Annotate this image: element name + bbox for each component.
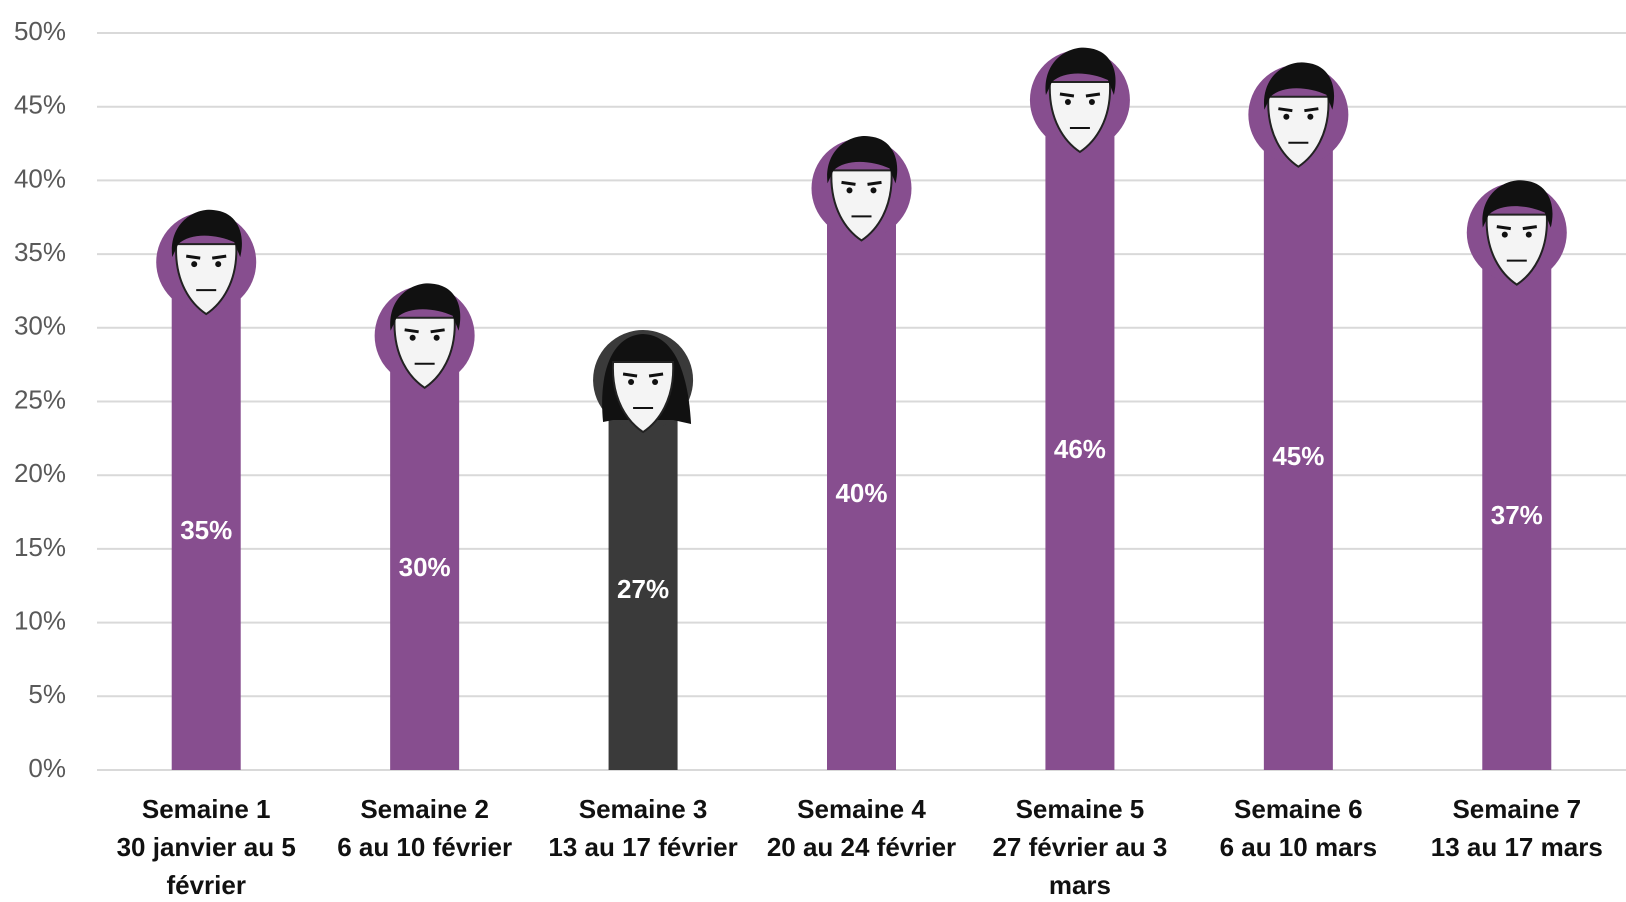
y-tick-label: 40% — [14, 163, 66, 193]
face-icon — [1466, 180, 1567, 286]
brow — [186, 254, 201, 260]
hair — [1482, 180, 1553, 228]
eye — [1088, 98, 1095, 105]
eye — [1501, 231, 1508, 238]
eye — [652, 379, 659, 386]
y-tick-label: 30% — [14, 311, 66, 341]
skin — [830, 169, 893, 242]
y-tick-label: 10% — [14, 605, 66, 635]
eye — [215, 261, 222, 268]
brow — [430, 328, 445, 334]
brow — [841, 180, 856, 186]
y-tick-label: 5% — [28, 679, 66, 709]
brow — [1059, 92, 1075, 98]
skin — [1048, 80, 1111, 154]
face-icon — [1248, 62, 1349, 168]
brow — [622, 372, 638, 378]
eye — [191, 261, 198, 268]
brow — [1496, 225, 1511, 231]
hair — [171, 209, 242, 258]
face-icon — [1029, 47, 1130, 154]
value-label: 40% — [835, 478, 887, 508]
y-tick-label: 20% — [14, 458, 66, 488]
brow — [1304, 107, 1319, 113]
y-tick-label: 50% — [14, 16, 66, 46]
brow — [648, 372, 664, 378]
bar — [171, 254, 241, 771]
eye — [433, 334, 440, 341]
skin — [612, 361, 675, 434]
face-icon — [374, 283, 475, 390]
face-icon — [811, 136, 912, 242]
bar — [608, 372, 678, 770]
eye — [1307, 113, 1314, 120]
y-tick-label: 15% — [14, 532, 66, 562]
eye — [1525, 231, 1532, 238]
y-tick-label: 25% — [14, 384, 66, 414]
hair — [827, 136, 898, 184]
value-label: 37% — [1491, 500, 1543, 530]
x-tick-label: Semaine 2 6 au 10 février — [337, 794, 513, 862]
y-tick-label: 0% — [28, 753, 66, 783]
brow — [404, 328, 419, 334]
brow — [1522, 225, 1537, 231]
bar — [1045, 91, 1115, 770]
x-tick-label: Semaine 6 6 au 10 mars — [1219, 794, 1378, 862]
brow — [1085, 92, 1101, 98]
y-tick-label: 45% — [14, 90, 66, 120]
brow — [212, 254, 227, 260]
x-tick-label: Semaine 3 13 au 17 février — [548, 794, 738, 862]
x-tick-label: Semaine 1 30 janvier au 5 février — [116, 794, 296, 900]
brow — [1278, 107, 1293, 113]
hair — [1263, 62, 1335, 110]
value-label: 27% — [617, 574, 669, 604]
skin — [393, 316, 456, 390]
skin — [1485, 213, 1548, 286]
eye — [628, 379, 635, 386]
x-tick-label: Semaine 5 27 février au 3 mars — [992, 794, 1168, 900]
bar — [827, 180, 896, 770]
bar — [1482, 224, 1552, 770]
hair — [390, 283, 461, 331]
x-tick-label: Semaine 7 13 au 17 mars — [1430, 794, 1603, 862]
skin — [175, 243, 238, 316]
eye — [846, 187, 853, 194]
face-icon — [593, 330, 694, 434]
eye — [1283, 113, 1290, 120]
value-label: 46% — [1054, 434, 1106, 464]
eye — [409, 334, 416, 341]
x-tick-label: Semaine 4 20 au 24 février — [766, 794, 957, 862]
brow — [867, 180, 882, 186]
value-label: 35% — [180, 515, 232, 545]
skin — [1267, 95, 1330, 168]
hair — [1045, 47, 1116, 95]
eye — [1064, 98, 1071, 105]
y-tick-label: 35% — [14, 237, 66, 267]
value-label: 30% — [399, 552, 451, 582]
eye — [870, 187, 877, 194]
face-icon — [156, 209, 257, 316]
bar — [1263, 106, 1333, 770]
bar — [390, 327, 460, 770]
value-label: 45% — [1272, 441, 1324, 471]
